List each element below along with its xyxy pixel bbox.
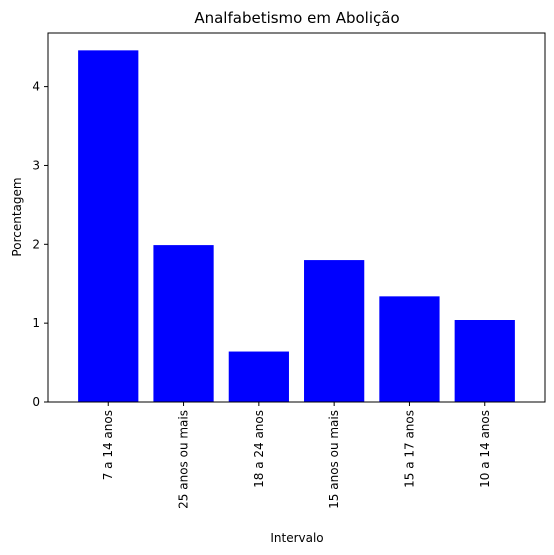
bar-4 bbox=[304, 260, 365, 402]
bar-5 bbox=[379, 296, 440, 402]
bar-1 bbox=[78, 50, 139, 402]
x-tick-label-3: 18 a 24 anos bbox=[252, 410, 266, 488]
bars-group bbox=[78, 50, 515, 402]
x-tick-label-6: 10 a 14 anos bbox=[478, 410, 492, 488]
x-axis: 7 a 14 anos 25 anos ou mais 18 a 24 anos 15… bbox=[101, 402, 492, 509]
y-axis: 0 1 2 3 4 bbox=[32, 80, 48, 409]
y-axis-label: Porcentagem bbox=[10, 177, 24, 256]
y-tick-label-3: 3 bbox=[32, 158, 40, 172]
y-tick-label-1: 1 bbox=[32, 316, 40, 330]
y-tick-label-0: 0 bbox=[32, 395, 40, 409]
bar-6 bbox=[454, 320, 515, 402]
plot-frame bbox=[47, 32, 546, 403]
x-tick-label-2: 25 anos ou mais bbox=[177, 410, 191, 509]
x-axis-label: Intervalo bbox=[270, 531, 323, 545]
x-tick-label-4: 15 anos ou mais bbox=[327, 410, 341, 509]
bar-3 bbox=[228, 351, 289, 402]
chart-title: Analfabetismo em Abolição bbox=[194, 9, 399, 27]
x-tick-label-5: 15 a 17 anos bbox=[402, 410, 416, 488]
y-tick-label-2: 2 bbox=[32, 237, 40, 251]
bar-2 bbox=[153, 245, 214, 402]
x-tick-label-1: 7 a 14 anos bbox=[101, 410, 115, 480]
y-tick-label-4: 4 bbox=[32, 80, 40, 94]
